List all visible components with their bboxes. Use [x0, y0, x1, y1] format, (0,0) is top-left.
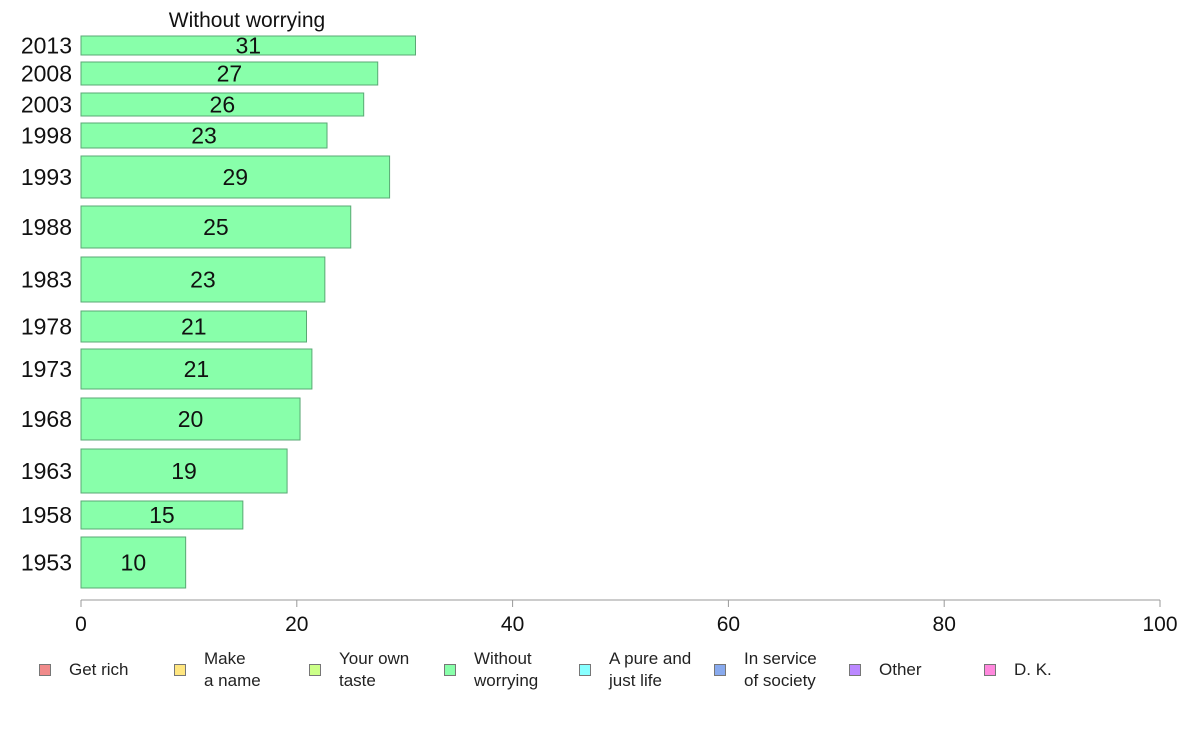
legend-label: A pure and just life	[609, 649, 692, 690]
bar-1958	[80, 500, 244, 530]
bar-value-label-1998: 23	[191, 123, 217, 149]
legend-label: D. K.	[1014, 660, 1052, 679]
category-label-1963: 1963	[21, 458, 72, 484]
category-label-1968: 1968	[21, 406, 72, 432]
bar-value-label-1953: 10	[121, 550, 147, 576]
category-label-1973: 1973	[21, 356, 72, 382]
legend: Get rich Make a name Your own taste Without…	[0, 648, 1188, 698]
legend-label: Without worrying	[474, 649, 539, 690]
legend-swatch	[714, 664, 726, 676]
category-label-1983: 1983	[21, 267, 72, 293]
bar-chart: Without worrying 31 2013 27 2008 26 2003 23 199…	[21, 9, 1178, 636]
bar-value-label-1973: 21	[184, 356, 210, 382]
legend-swatch	[984, 664, 996, 676]
bar-value-label-2013: 31	[235, 33, 261, 59]
bar-1963	[80, 448, 288, 494]
legend-swatch	[309, 664, 321, 676]
x-tick-label-40: 40	[501, 613, 524, 636]
bar-value-label-2008: 27	[217, 61, 243, 87]
bar-value-label-1968: 20	[178, 406, 204, 432]
chart-title: Without worrying	[169, 9, 325, 32]
bar-1993	[80, 155, 391, 199]
category-label-2013: 2013	[21, 33, 72, 59]
legend-item: Get rich	[39, 648, 129, 692]
bar-1968	[80, 397, 301, 441]
category-label-2008: 2008	[21, 61, 72, 87]
legend-label: Get rich	[69, 660, 129, 679]
bar-1953	[80, 536, 187, 589]
bar-1973	[80, 348, 313, 390]
category-label-1953: 1953	[21, 550, 72, 576]
bar-2003	[80, 92, 365, 117]
legend-label: In service of society	[744, 649, 817, 690]
bar-value-label-1983: 23	[190, 267, 216, 293]
x-axis: 0 20 40 60 80 100	[75, 599, 1178, 636]
bar-1988	[80, 205, 352, 249]
bar-value-label-1963: 19	[171, 458, 197, 484]
category-label-2003: 2003	[21, 92, 72, 118]
bar-1983	[80, 256, 326, 303]
category-label-1998: 1998	[21, 123, 72, 149]
bar-value-label-1978: 21	[181, 314, 207, 340]
legend-swatch	[444, 664, 456, 676]
legend-item: In service of society	[714, 648, 817, 692]
x-tick-label-20: 20	[285, 613, 308, 636]
bar-value-label-1993: 29	[223, 164, 249, 190]
legend-label: Make a name	[204, 649, 261, 690]
legend-item: Other	[849, 648, 922, 692]
category-label-1978: 1978	[21, 314, 72, 340]
legend-item: Make a name	[174, 648, 261, 692]
bar-value-label-2003: 26	[210, 92, 236, 118]
x-tick-label-60: 60	[717, 613, 740, 636]
legend-item: D. K.	[984, 648, 1052, 692]
legend-item: Without worrying	[444, 648, 538, 692]
legend-swatch	[39, 664, 51, 676]
bar-1998	[80, 122, 328, 149]
legend-swatch	[579, 664, 591, 676]
legend-item: A pure and just life	[579, 648, 691, 692]
bar-value-label-1958: 15	[149, 502, 175, 528]
x-tick-label-0: 0	[75, 613, 87, 636]
legend-label: Your own taste	[339, 649, 410, 690]
x-tick-label-80: 80	[933, 613, 956, 636]
category-label-1993: 1993	[21, 164, 72, 190]
bar-2013	[80, 35, 416, 56]
legend-item: Your own taste	[309, 648, 409, 692]
x-tick-label-100: 100	[1142, 613, 1177, 636]
legend-label: Other	[879, 660, 922, 679]
bar-value-label-1988: 25	[203, 214, 229, 240]
category-label-1988: 1988	[21, 214, 72, 240]
bar-1978	[80, 310, 308, 343]
bar-2008	[80, 61, 379, 86]
legend-swatch	[849, 664, 861, 676]
legend-swatch	[174, 664, 186, 676]
category-label-1958: 1958	[21, 502, 72, 528]
